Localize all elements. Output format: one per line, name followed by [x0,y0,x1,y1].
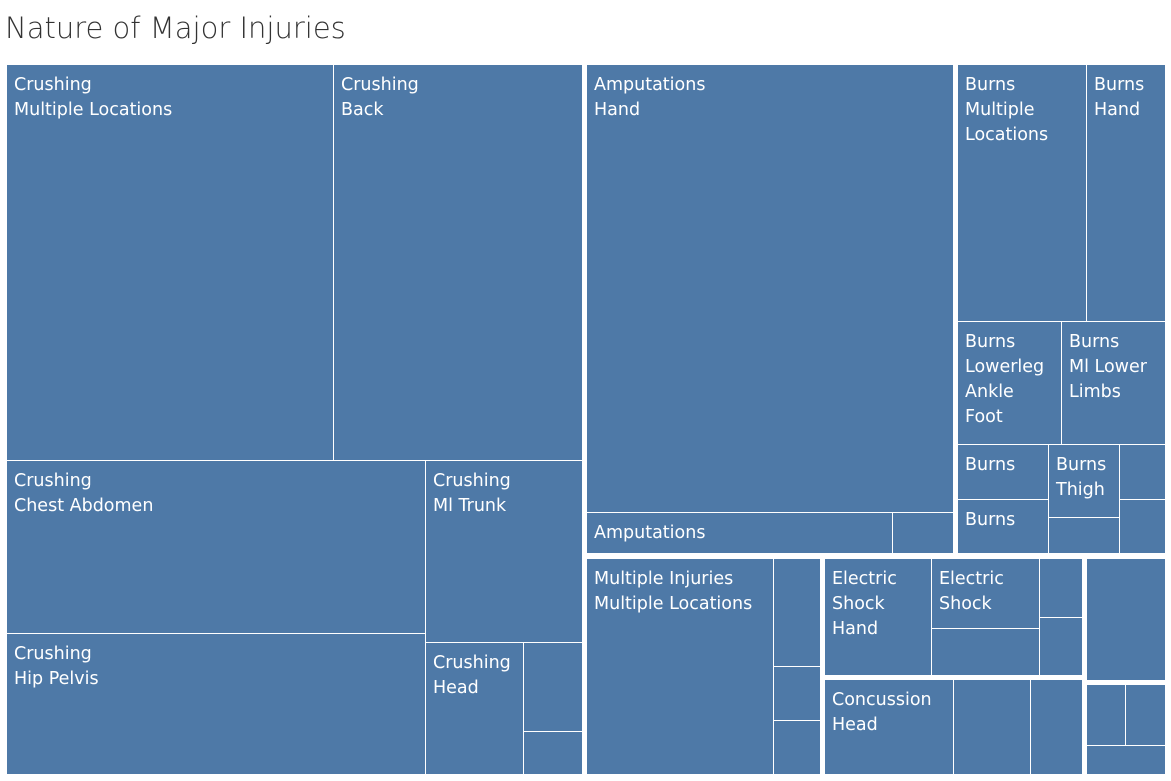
treemap-cell-label: Burns Hand [1094,75,1145,120]
treemap-cell-crushing-head[interactable]: Crushing Head [426,643,523,774]
treemap-cell-multiple-injuries-multiple-locations[interactable]: Multiple Injuries Multiple Locations [587,559,773,774]
treemap-cell-electric-shock-2[interactable] [932,629,1039,675]
treemap-cell-burns-hand[interactable]: Burns Hand [1087,65,1165,321]
treemap-cell-burns-8[interactable] [1049,518,1119,553]
treemap-cell-group-7-1[interactable] [1126,685,1165,745]
treemap-cell-burns-lowerleg-ankle-foot[interactable]: Burns Lowerleg Ankle Foot [958,322,1061,444]
treemap-cell-crushing-chest-abdomen[interactable]: Crushing Chest Abdomen [7,461,425,633]
treemap-cell-electric-shock-hand[interactable]: Electric Shock Hand [825,559,931,675]
treemap-cell-label: Crushing Back [341,75,419,120]
treemap-cell-electric-shock-3[interactable] [1040,559,1082,617]
treemap-cell-burns-7[interactable]: Burns [958,500,1048,553]
treemap-cell-electric-shock-1[interactable]: Electric Shock [932,559,1039,628]
treemap-cell-burns-ml-lower-limbs[interactable]: Burns Ml Lower Limbs [1062,322,1165,444]
treemap-cell-multiple-injuries-2[interactable] [774,667,820,720]
treemap-cell-amputations-2[interactable] [893,513,953,553]
treemap-cell-amputations-1[interactable]: Amputations [587,513,892,553]
treemap-cell-label: Crushing Chest Abdomen [14,471,154,516]
treemap-cell-label: Electric Shock Hand [832,569,897,639]
treemap-cell-label: Burns [965,455,1016,475]
treemap-cell-group-7-2[interactable] [1087,746,1165,774]
treemap-cell-crushing-hip-pelvis[interactable]: Crushing Hip Pelvis [7,634,425,774]
treemap-cell-concussion-1[interactable] [954,680,1030,774]
treemap-cell-label: Burns Ml Lower Limbs [1069,332,1147,402]
treemap-cell-electric-shock-4[interactable] [1040,618,1082,675]
treemap-cell-group-7-0[interactable] [1087,685,1125,745]
treemap-cell-burns-10[interactable] [1120,500,1165,553]
treemap-cell-concussion-head[interactable]: Concussion Head [825,680,953,774]
treemap-cell-concussion-2[interactable] [1031,680,1082,774]
treemap-cell-burns-thigh[interactable]: Burns Thigh [1049,445,1119,517]
treemap-cell-label: Burns Multiple Locations [965,75,1049,145]
treemap-cell-amputations-hand[interactable]: Amputations Hand [587,65,953,512]
treemap-cell-label: Crushing Ml Trunk [433,471,511,516]
treemap-cell-burns-4[interactable]: Burns [958,445,1048,499]
treemap-cell-burns-6[interactable] [1120,445,1165,499]
treemap-cell-label: Burns [965,510,1016,530]
treemap-cell-label: Crushing Hip Pelvis [14,644,99,689]
treemap-cell-label: Concussion Head [832,690,932,735]
treemap-cell-label: Amputations Hand [594,75,706,120]
treemap-cell-label: Crushing Multiple Locations [14,75,173,120]
treemap-cell-crushing-multiple-locations[interactable]: Crushing Multiple Locations [7,65,333,460]
treemap-cell-label: Burns Lowerleg Ankle Foot [965,332,1045,427]
treemap-cell-label: Amputations [594,523,706,543]
treemap-cell-crushing-back[interactable]: Crushing Back [334,65,582,460]
treemap-cell-multiple-injuries-1[interactable] [774,559,820,666]
treemap-cell-burns-multiple-locations[interactable]: Burns Multiple Locations [958,65,1086,321]
treemap-cell-label: Crushing Head [433,653,511,698]
treemap-cell-crushing-ml-trunk[interactable]: Crushing Ml Trunk [426,461,582,642]
treemap-cell-label: Electric Shock [939,569,1004,614]
treemap-cell-crushing-6[interactable] [524,643,582,731]
treemap-cell-group-6-0[interactable] [1087,559,1165,680]
chart-title: Nature of Major Injuries [5,11,346,45]
treemap-cell-label: Multiple Injuries Multiple Locations [594,569,753,614]
treemap-cell-label: Burns Thigh [1056,455,1107,500]
treemap-cell-multiple-injuries-3[interactable] [774,721,820,774]
treemap-cell-crushing-7[interactable] [524,732,582,774]
